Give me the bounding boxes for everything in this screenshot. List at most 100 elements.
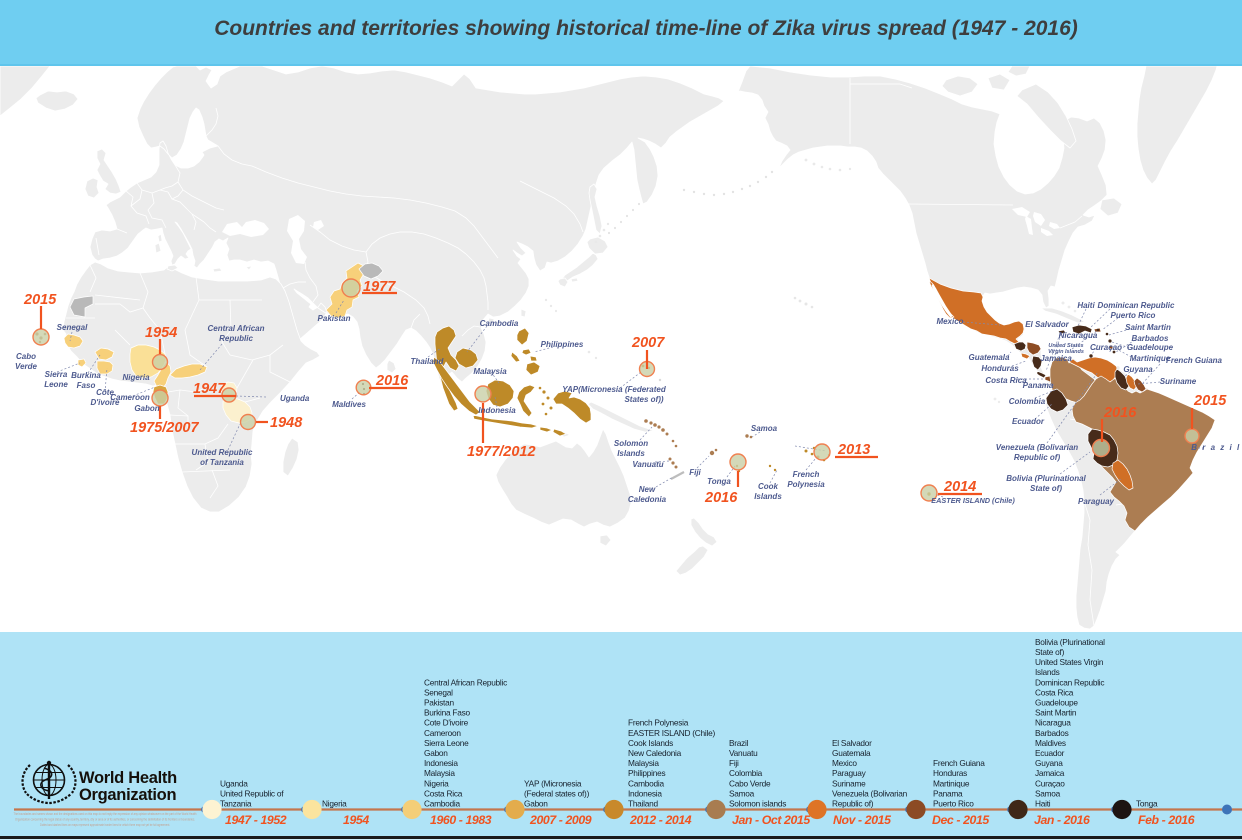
svg-text:Republic of): Republic of): [832, 799, 874, 809]
svg-text:1954: 1954: [145, 325, 177, 341]
svg-text:Puerto Rico: Puerto Rico: [933, 799, 974, 809]
svg-text:French Polynesia: French Polynesia: [628, 718, 689, 728]
svg-text:Fiji: Fiji: [729, 758, 739, 768]
svg-text:Malaysia: Malaysia: [424, 768, 455, 778]
svg-text:Republic of): Republic of): [1014, 453, 1061, 462]
svg-text:Malaysia: Malaysia: [473, 367, 507, 376]
svg-text:Indonesia: Indonesia: [478, 406, 516, 415]
svg-text:Costa Rica: Costa Rica: [424, 788, 463, 798]
svg-text:French: French: [793, 470, 820, 479]
svg-text:Honduras: Honduras: [981, 364, 1019, 373]
svg-text:Philippines: Philippines: [541, 340, 584, 349]
svg-text:2016: 2016: [1103, 405, 1137, 421]
svg-text:Colombia: Colombia: [729, 768, 763, 778]
svg-text:El Salvador: El Salvador: [832, 738, 872, 748]
svg-text:United Republic of: United Republic of: [220, 788, 284, 798]
svg-text:2007 - 2009: 2007 - 2009: [529, 813, 592, 827]
svg-text:Senegal: Senegal: [424, 687, 453, 697]
svg-text:Curaçao: Curaçao: [1090, 343, 1122, 352]
svg-text:Thailand: Thailand: [628, 799, 658, 809]
svg-text:Central African Republic: Central African Republic: [424, 677, 507, 687]
svg-text:Burkina Faso: Burkina Faso: [424, 708, 471, 718]
svg-text:Puerto Rico: Puerto Rico: [1111, 311, 1156, 320]
svg-text:Sierra Leone: Sierra Leone: [424, 738, 469, 748]
svg-text:Mexico: Mexico: [936, 317, 963, 326]
svg-text:Jan - 2016: Jan - 2016: [1034, 813, 1090, 827]
svg-text:Samoa: Samoa: [729, 788, 755, 798]
svg-text:Verde: Verde: [15, 362, 37, 371]
svg-text:Cabo: Cabo: [16, 352, 36, 361]
svg-text:Guadeloupe: Guadeloupe: [1035, 698, 1078, 708]
svg-text:Virgin Islands: Virgin Islands: [1048, 349, 1084, 355]
svg-text:Vanuatu: Vanuatu: [729, 748, 758, 758]
svg-text:Maldives: Maldives: [332, 400, 366, 409]
svg-text:Cook: Cook: [758, 482, 779, 491]
svg-text:Uganda: Uganda: [220, 778, 248, 788]
svg-text:Barbados: Barbados: [1132, 334, 1169, 343]
svg-text:Cabo Verde: Cabo Verde: [729, 778, 771, 788]
svg-text:Venezuela (Bolivarian: Venezuela (Bolivarian: [832, 788, 908, 798]
svg-text:Brazil: Brazil: [729, 738, 749, 748]
svg-text:Dec - 2015: Dec - 2015: [932, 813, 989, 827]
svg-text:Suriname: Suriname: [1160, 377, 1197, 386]
svg-text:(Federal states of)): (Federal states of)): [524, 788, 590, 798]
svg-text:Cameroon: Cameroon: [424, 728, 461, 738]
svg-text:Dominican Republic: Dominican Republic: [1035, 677, 1104, 687]
svg-text:Nigeria: Nigeria: [322, 799, 347, 809]
svg-text:Costa Rica: Costa Rica: [985, 376, 1027, 385]
svg-text:Martinique: Martinique: [1130, 354, 1171, 363]
svg-text:Philippines: Philippines: [628, 768, 665, 778]
svg-text:Caledonia: Caledonia: [628, 495, 667, 504]
svg-text:B r a z i l: B r a z i l: [1191, 443, 1240, 452]
svg-text:Jamaica: Jamaica: [1035, 768, 1065, 778]
svg-text:Pakistan: Pakistan: [318, 314, 351, 323]
svg-text:Colombia: Colombia: [1009, 397, 1046, 406]
svg-text:Central African: Central African: [207, 324, 264, 333]
svg-text:1947: 1947: [193, 381, 226, 397]
svg-text:Sierra: Sierra: [45, 370, 68, 379]
svg-text:Cambodia: Cambodia: [480, 319, 519, 328]
svg-text:2013: 2013: [837, 442, 870, 458]
svg-text:Tonga: Tonga: [1136, 799, 1158, 809]
svg-text:United States: United States: [1048, 343, 1083, 349]
svg-text:of Tanzania: of Tanzania: [200, 458, 244, 467]
svg-text:Ecuador: Ecuador: [1035, 748, 1065, 758]
svg-text:French Guiana: French Guiana: [1166, 356, 1223, 365]
svg-text:2015: 2015: [23, 292, 57, 308]
svg-text:The boundaries and names shown: The boundaries and names shown and the d…: [14, 812, 197, 816]
svg-text:Mexico: Mexico: [832, 758, 857, 768]
svg-text:1960 - 1983: 1960 - 1983: [430, 813, 492, 827]
svg-text:Suriname: Suriname: [832, 778, 866, 788]
svg-text:State of): State of): [1030, 484, 1062, 493]
svg-text:Honduras: Honduras: [933, 768, 967, 778]
svg-text:Saint Martin: Saint Martin: [1125, 323, 1171, 332]
svg-text:1948: 1948: [270, 415, 303, 431]
svg-text:Jamaica: Jamaica: [1040, 354, 1072, 363]
svg-text:Paraguay: Paraguay: [1078, 497, 1115, 506]
svg-text:Guadeloupe: Guadeloupe: [1127, 343, 1174, 352]
svg-text:Cook Islands: Cook Islands: [628, 738, 673, 748]
svg-text:Thailand: Thailand: [411, 357, 445, 366]
svg-text:Venezuela (Bolivarian: Venezuela (Bolivarian: [996, 443, 1079, 452]
svg-text:2016: 2016: [375, 373, 409, 389]
svg-text:Dotted and dashed lines on map: Dotted and dashed lines on maps represen…: [40, 823, 170, 827]
svg-text:2007: 2007: [631, 335, 665, 351]
svg-text:Cote D'ivoire: Cote D'ivoire: [424, 718, 469, 728]
svg-text:Fiji: Fiji: [689, 468, 701, 477]
svg-text:YAP(Micronesia (Federated: YAP(Micronesia (Federated: [562, 385, 667, 394]
svg-text:State of): State of): [1035, 647, 1065, 657]
svg-text:1954: 1954: [343, 813, 369, 827]
svg-text:Saint Martin: Saint Martin: [1035, 708, 1077, 718]
svg-text:Senegal: Senegal: [57, 323, 88, 332]
svg-text:Samoa: Samoa: [1035, 788, 1061, 798]
svg-text:Côte: Côte: [96, 388, 114, 397]
svg-text:Haiti: Haiti: [1077, 301, 1095, 310]
svg-text:Islands: Islands: [617, 449, 645, 458]
svg-text:United Republic: United Republic: [192, 448, 253, 457]
svg-text:Barbados: Barbados: [1035, 728, 1069, 738]
svg-text:Republic: Republic: [219, 334, 253, 343]
svg-text:Pakistan: Pakistan: [424, 698, 454, 708]
svg-text:YAP (Micronesia: YAP (Micronesia: [524, 778, 582, 788]
svg-text:Islands: Islands: [1035, 667, 1060, 677]
svg-text:2016: 2016: [704, 490, 738, 506]
